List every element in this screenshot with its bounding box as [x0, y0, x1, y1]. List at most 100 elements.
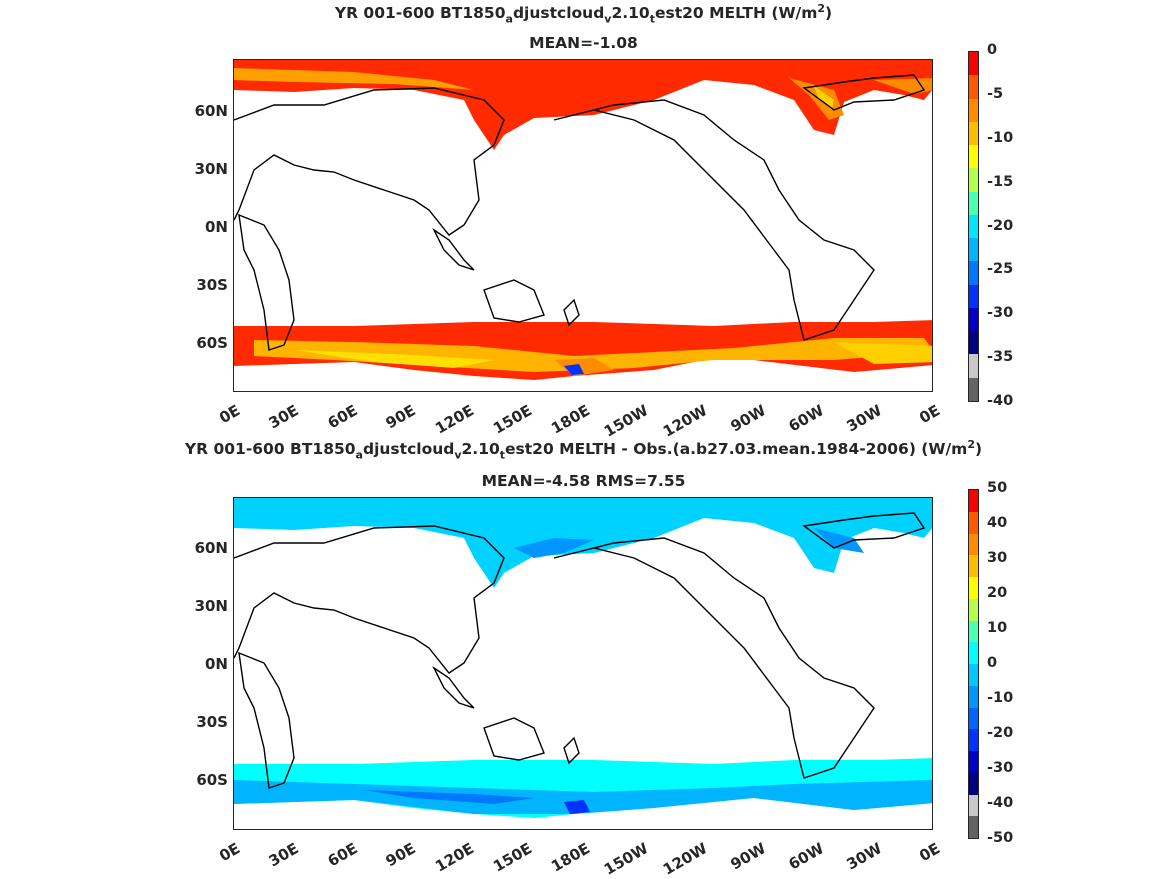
colorbar-segment: [969, 98, 978, 122]
title-text: YR 001-600 BT1850: [334, 4, 506, 23]
colorbar-segment: [969, 816, 978, 838]
colorbar-tick: 0: [987, 42, 998, 58]
title-text: 2.10: [611, 4, 650, 23]
colorbar-segment: [969, 577, 978, 599]
lon-tick: 30E: [265, 839, 302, 871]
lon-tick: 0E: [916, 401, 944, 428]
colorbar-segment: [969, 191, 978, 215]
colorbar-segment: [969, 354, 978, 378]
title-sub: a: [355, 448, 363, 462]
lon-tick: 0E: [216, 839, 244, 866]
colorbar-segment: [969, 729, 978, 751]
title-sub: t: [649, 12, 655, 26]
lat-tick: 60S: [196, 771, 228, 789]
lat-tick: 60N: [194, 539, 228, 557]
title-text: ): [974, 440, 983, 459]
colorbar-tick: 40: [987, 515, 1008, 531]
lon-tick: 90E: [382, 401, 419, 433]
colorbar-segment: [969, 75, 978, 99]
colorbar-segment: [969, 794, 978, 817]
colorbar-segment: [969, 121, 978, 146]
lon-tick: 90W: [727, 401, 769, 436]
lon-tick: 0E: [916, 839, 944, 866]
colorbar-segment: [969, 620, 978, 643]
lon-tick: 150W: [601, 401, 652, 441]
colorbar-tick: -15: [987, 173, 1014, 190]
colorbar-tick: -35: [987, 349, 1014, 366]
top-map: [233, 59, 933, 392]
colorbar-segment: [969, 707, 978, 730]
lon-tick: 180E: [548, 401, 594, 438]
colorbar-tick: -10: [987, 690, 1014, 706]
colorbar-segment: [969, 772, 978, 795]
lon-tick: 60E: [324, 401, 361, 433]
colorbar-tick: -30: [987, 760, 1014, 776]
colorbar-segment: [969, 52, 978, 76]
title-text: YR 001-600 BT1850: [184, 440, 356, 459]
title-text: 2.10: [461, 440, 500, 459]
title-sub: t: [499, 448, 506, 462]
colorbar-segment: [969, 331, 978, 355]
colorbar-segment: [969, 490, 978, 512]
colorbar-segment: [969, 685, 978, 708]
lon-tick: 0E: [216, 401, 244, 428]
lon-tick: 60E: [324, 839, 361, 871]
colorbar-segment: [969, 377, 978, 401]
colorbar-tick: 30: [987, 550, 1008, 566]
title-sub: a: [505, 12, 513, 26]
colorbar-tick: -50: [987, 830, 1014, 846]
title-sup: 2: [817, 2, 826, 15]
lon-tick: 30W: [843, 401, 886, 436]
title-sub: v: [604, 12, 612, 26]
bottom-map: [233, 497, 933, 830]
colorbar-segment: [969, 598, 978, 621]
colorbar-segment: [969, 238, 978, 262]
colorbar-segment: [969, 168, 978, 192]
colorbar-tick: 20: [987, 585, 1008, 601]
colorbar-segment: [969, 555, 978, 577]
lat-tick: 30N: [194, 160, 228, 178]
top-colorbar: [968, 51, 979, 402]
lon-tick: 120E: [431, 401, 477, 438]
lon-tick: 60W: [785, 401, 827, 436]
bottom-colorbar: [968, 489, 979, 839]
lat-tick: 30N: [194, 597, 228, 615]
colorbar-tick: 50: [987, 480, 1008, 496]
lat-tick: 30S: [196, 713, 228, 731]
colorbar-tick: 0: [987, 655, 998, 671]
colorbar-segment: [969, 307, 978, 332]
colorbar-segment: [969, 145, 978, 169]
lon-tick: 90E: [382, 839, 419, 871]
colorbar-segment: [969, 642, 978, 664]
title-text: est20 MELTH - Obs.(a.b27.03.mean.1984-20…: [505, 440, 968, 459]
lat-tick: 30S: [196, 276, 228, 294]
lon-tick: 60W: [785, 839, 827, 874]
colorbar-segment: [969, 751, 978, 773]
bottom-panel-subtitle: MEAN=-4.58 RMS=7.55: [481, 472, 686, 490]
lon-tick: 150E: [490, 839, 536, 876]
colorbar-segment: [969, 511, 978, 534]
colorbar-tick: -30: [987, 305, 1014, 322]
colorbar-tick: -10: [987, 129, 1014, 146]
colorbar-segment: [969, 533, 978, 556]
colorbar-tick: -25: [987, 261, 1014, 278]
lon-tick: 180E: [548, 839, 594, 876]
colorbar-tick: -5: [987, 85, 1004, 102]
colorbar-segment: [969, 214, 978, 239]
title-text: djustcloud: [362, 440, 455, 459]
colorbar-tick: -20: [987, 725, 1014, 741]
top-panel-subtitle: MEAN=-1.08: [529, 34, 638, 52]
lat-tick: 60N: [194, 102, 228, 120]
lon-tick: 150E: [490, 401, 536, 438]
colorbar-tick: -40: [987, 393, 1014, 409]
title-sub: v: [454, 448, 462, 462]
colorbar-segment: [969, 664, 978, 686]
title-text: ): [825, 4, 833, 23]
colorbar-tick: -40: [987, 795, 1014, 811]
lat-tick: 60S: [196, 334, 228, 352]
top-panel-title: YR 001-600 BT1850adjustcloudv2.10test20 …: [0, 2, 1167, 25]
lon-tick: 30E: [265, 401, 302, 433]
colorbar-tick: 10: [987, 620, 1008, 636]
title-text: djustcloud: [512, 4, 605, 23]
lon-tick: 120W: [659, 839, 711, 879]
